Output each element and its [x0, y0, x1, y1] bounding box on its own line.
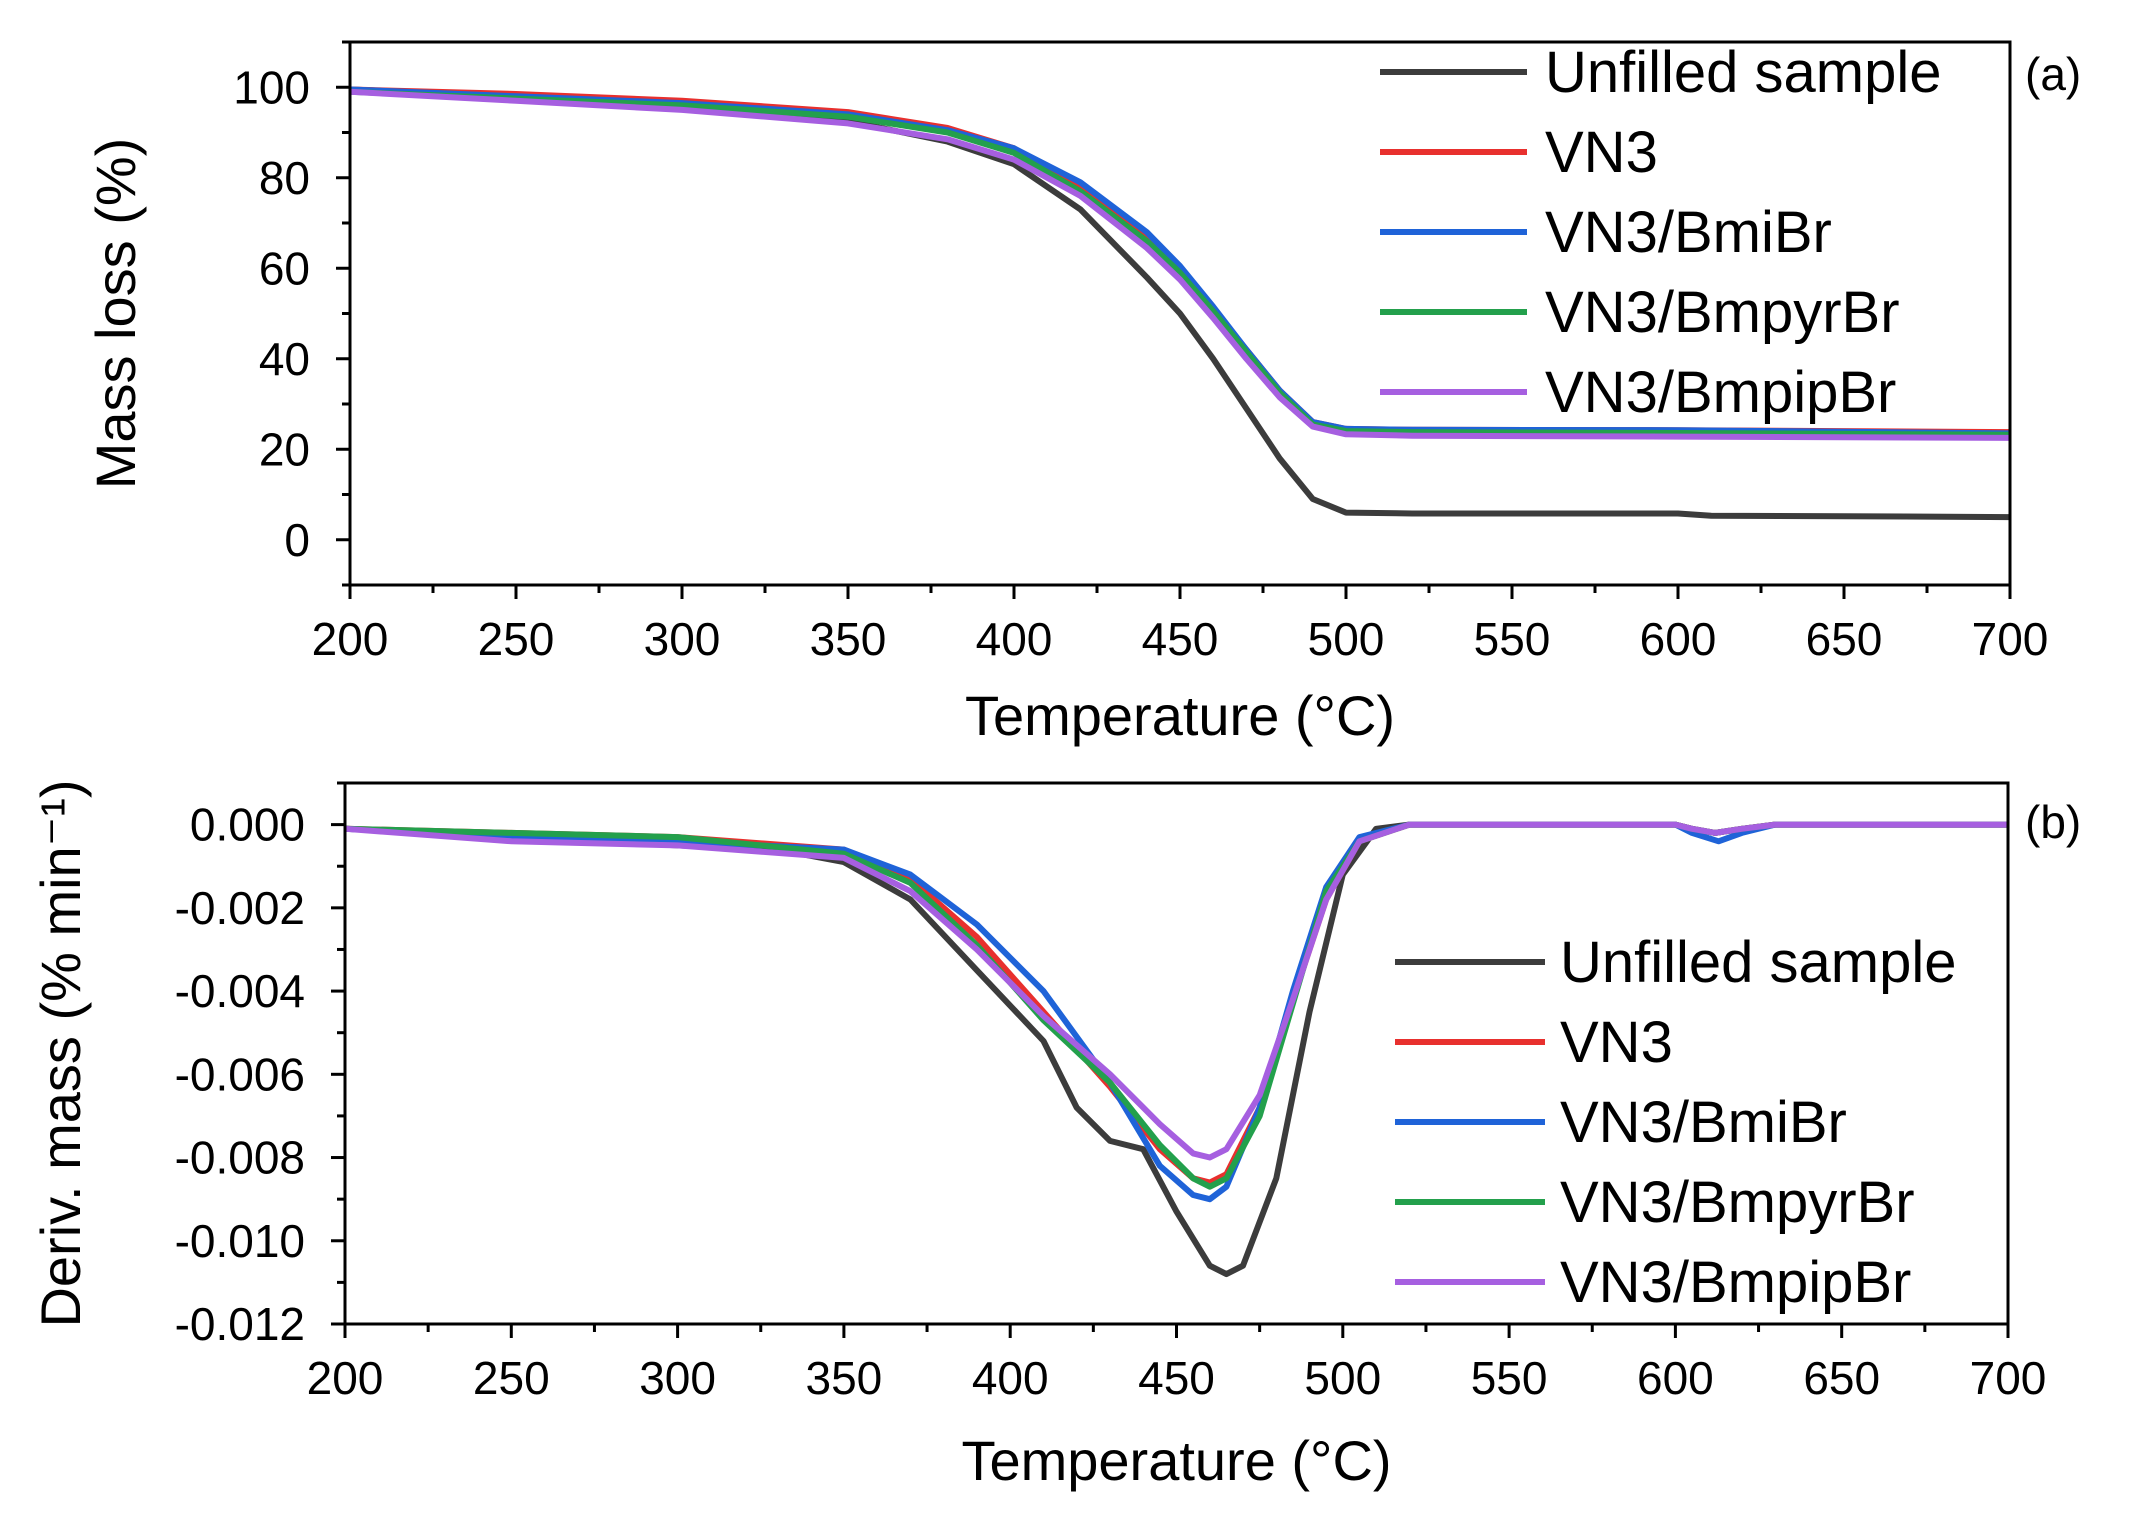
x-tick-label: 350 — [806, 1352, 883, 1404]
x-tick-label: 400 — [972, 1352, 1049, 1404]
panel-label: (a) — [2025, 48, 2081, 100]
x-axis-title: Temperature (°C) — [961, 1429, 1391, 1492]
series-line-vn3-bmibr — [345, 821, 2008, 1203]
y-tick-label: -0.008 — [175, 1132, 305, 1184]
panel-b-derivative-mass: 200 250 300 350 400 450 500 550 600 650 700 0.000 -0… — [29, 779, 2081, 1492]
legend-label: VN3/BmpyrBr — [1560, 1170, 1915, 1235]
x-tick-label: 500 — [1308, 613, 1385, 665]
panel-label: (b) — [2025, 796, 2081, 848]
x-tick-label: 550 — [1474, 613, 1551, 665]
y-tick-label: 60 — [259, 242, 310, 294]
legend-label: VN3/BmiBr — [1560, 1090, 1847, 1155]
x-tick-label: 600 — [1640, 613, 1717, 665]
y-tick-label: -0.006 — [175, 1048, 305, 1100]
x-tick-label: 700 — [1970, 1352, 2047, 1404]
x-tick-label: 650 — [1803, 1352, 1880, 1404]
x-tick-label: 600 — [1637, 1352, 1714, 1404]
legend-label: VN3/BmiBr — [1545, 200, 1832, 265]
legend-label: VN3 — [1560, 1010, 1673, 1075]
x-tick-label: 400 — [976, 613, 1053, 665]
legend-label: Unfilled sample — [1545, 40, 1942, 105]
y-tick-label: -0.002 — [175, 882, 305, 934]
y-tick-label: -0.012 — [175, 1298, 305, 1350]
x-tick-label: 350 — [810, 613, 887, 665]
x-tick-label: 450 — [1138, 1352, 1215, 1404]
y-tick-label: 20 — [259, 423, 310, 475]
legend-label: VN3/BmpyrBr — [1545, 280, 1900, 345]
legend-label: Unfilled sample — [1560, 930, 1957, 995]
x-tick-label: 500 — [1304, 1352, 1381, 1404]
y-tick-label: 40 — [259, 333, 310, 385]
y-tick-label: 100 — [233, 61, 310, 113]
x-tick-label: 300 — [639, 1352, 716, 1404]
x-tick-label: 450 — [1142, 613, 1219, 665]
y-axis-title: Deriv. mass (% min⁻¹) — [29, 779, 92, 1327]
legend-label: VN3/BmpipBr — [1545, 360, 1896, 425]
legend-label: VN3 — [1545, 120, 1658, 185]
y-axis-title: Mass loss (%) — [84, 138, 147, 490]
x-tick-label: 200 — [312, 613, 389, 665]
series-line-vn3-bmpipbr — [345, 821, 2008, 1161]
x-tick-label: 300 — [644, 613, 721, 665]
x-tick-label: 250 — [478, 613, 555, 665]
legend-label: VN3/BmpipBr — [1560, 1250, 1911, 1315]
x-tick-label: 200 — [307, 1352, 384, 1404]
y-tick-label: -0.010 — [175, 1215, 305, 1267]
y-tick-label: 80 — [259, 152, 310, 204]
y-tick-label: -0.004 — [175, 965, 305, 1017]
series-line-vn3-bmpipbr — [350, 88, 2010, 441]
x-axis-title: Temperature (°C) — [965, 684, 1395, 747]
panel-a-mass-loss: 200 250 300 350 400 450 500 550 600 650 700 0 20 40 60… — [84, 40, 2081, 747]
y-tick-label: 0 — [284, 514, 310, 566]
x-tick-label: 700 — [1972, 613, 2049, 665]
y-tick-label: 0.000 — [190, 799, 305, 851]
series-line-vn3-bmpyrbr — [350, 88, 2010, 438]
x-tick-label: 650 — [1806, 613, 1883, 665]
x-tick-label: 550 — [1471, 1352, 1548, 1404]
x-tick-label: 250 — [473, 1352, 550, 1404]
